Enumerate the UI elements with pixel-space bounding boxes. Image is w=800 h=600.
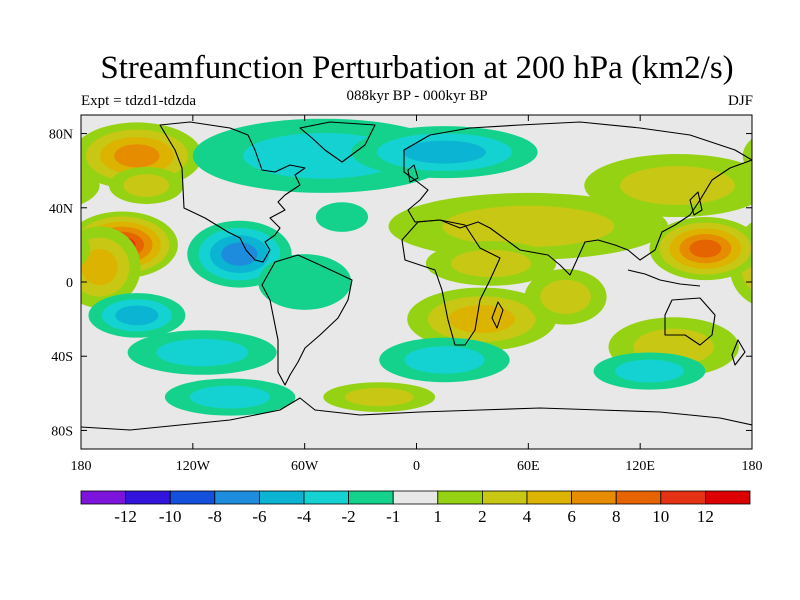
colorbar-label: -10 xyxy=(159,507,182,526)
contour-region xyxy=(81,166,100,205)
contour-region xyxy=(114,144,160,168)
figure-subtitle: 088kyr BP - 000kyr BP xyxy=(346,88,488,104)
contour-region xyxy=(615,359,684,383)
coastline-south-america xyxy=(261,254,353,386)
colorbar-label: -12 xyxy=(114,507,137,526)
colorbar-label: -4 xyxy=(297,507,312,526)
colorbar-label: 1 xyxy=(434,507,443,526)
longitude-axis: 180 120W 60W 0 60E 120E 180 xyxy=(71,115,763,474)
coastline-eurasia xyxy=(403,121,752,276)
coastline-new-zealand xyxy=(731,339,746,366)
coastline-north-america xyxy=(159,121,306,263)
lat-tick-label: 80S xyxy=(51,424,73,439)
lon-tick-label: 180 xyxy=(742,459,763,474)
contour-fill-layer xyxy=(81,118,752,416)
contour-region xyxy=(258,254,352,310)
contour-region xyxy=(620,166,735,205)
coastline-madagascar xyxy=(491,301,504,329)
lon-tick-label: 120W xyxy=(176,459,211,474)
contour-region xyxy=(123,174,170,197)
colorbar-swatch xyxy=(481,490,528,505)
coastline-antarctica xyxy=(81,397,752,431)
colorbar-label: 6 xyxy=(567,507,576,526)
contour-region xyxy=(315,202,369,232)
colorbar-swatch xyxy=(125,490,171,505)
colorbar-swatch xyxy=(437,490,483,505)
colorbar-label: 12 xyxy=(697,507,714,526)
coastline-greenland xyxy=(299,121,376,163)
colorbar xyxy=(80,490,751,505)
contour-region xyxy=(404,346,485,374)
colorbar-swatch xyxy=(303,490,349,505)
colorbar-label: -1 xyxy=(386,507,400,526)
colorbar-swatch xyxy=(169,490,216,505)
colorbar-swatch xyxy=(705,490,751,505)
experiment-label: Expt = tdzd1-tdzda xyxy=(81,93,197,109)
contour-region xyxy=(448,305,515,334)
contour-region xyxy=(81,231,91,267)
colorbar-swatch xyxy=(348,490,394,505)
colorbar-labels: -12 -10 -8 -6 -4 -2 -1 1 2 4 6 8 10 12 xyxy=(114,507,714,526)
contour-region xyxy=(442,205,615,247)
lat-tick-label: 0 xyxy=(66,276,73,291)
coastline-indonesia xyxy=(627,269,701,287)
colorbar-swatch xyxy=(660,490,706,505)
contour-region xyxy=(540,279,591,314)
colorbar-swatch xyxy=(571,490,617,505)
colorbar-swatch xyxy=(526,490,572,505)
lon-tick-label: 0 xyxy=(413,459,420,474)
contour-region xyxy=(81,249,118,286)
lon-tick-label: 60E xyxy=(517,459,540,474)
contour-region xyxy=(344,387,414,407)
colorbar-swatch xyxy=(392,490,439,505)
colorbar-swatch xyxy=(214,490,260,505)
contour-region xyxy=(403,140,486,164)
coastline-british-isles xyxy=(407,164,419,183)
latitude-axis: 80N 40N 0 40S 80S xyxy=(49,128,752,439)
colorbar-label: -2 xyxy=(342,507,356,526)
lat-tick-label: 40S xyxy=(51,350,73,365)
contour-region xyxy=(450,249,532,278)
contour-region xyxy=(115,305,159,326)
colorbar-swatch xyxy=(615,490,662,505)
figure-title: Streamfunction Perturbation at 200 hPa (… xyxy=(100,50,734,86)
lon-tick-label: 180 xyxy=(71,459,92,474)
contour-region xyxy=(689,239,722,258)
coastline-japan xyxy=(689,191,703,216)
coastline-australia xyxy=(664,297,716,346)
lat-tick-label: 80N xyxy=(49,128,73,143)
lat-tick-label: 40N xyxy=(49,202,73,217)
season-label: DJF xyxy=(727,93,753,109)
contour-region xyxy=(745,230,752,260)
coastline-layer xyxy=(81,121,752,431)
colorbar-label: -6 xyxy=(252,507,266,526)
colorbar-label: 8 xyxy=(612,507,621,526)
colorbar-swatch xyxy=(258,490,305,505)
colorbar-label: 2 xyxy=(478,507,487,526)
colorbar-label: -8 xyxy=(208,507,222,526)
coastline-africa xyxy=(401,219,501,346)
lon-tick-label: 60W xyxy=(291,459,319,474)
contour-region xyxy=(189,385,271,409)
contour-region xyxy=(156,338,249,367)
colorbar-label: 10 xyxy=(652,507,669,526)
colorbar-swatch xyxy=(80,490,126,505)
colorbar-label: 4 xyxy=(523,507,532,526)
lon-tick-label: 120E xyxy=(625,459,655,474)
contour-region xyxy=(221,242,258,266)
